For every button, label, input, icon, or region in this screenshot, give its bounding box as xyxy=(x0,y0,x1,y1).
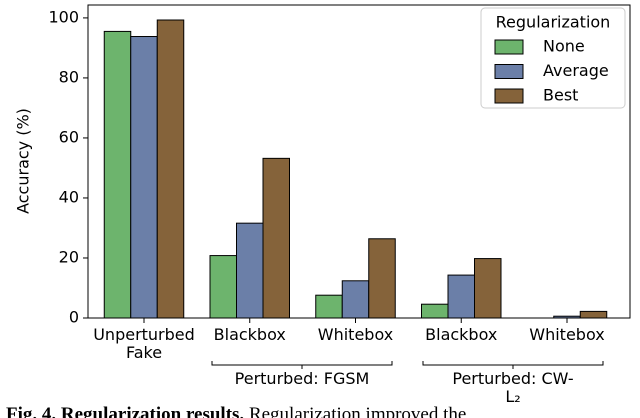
bar xyxy=(474,258,502,319)
caption-text: Regularization improved the xyxy=(248,404,467,418)
x-tick-label: Whitebox xyxy=(317,325,394,344)
legend-label: Best xyxy=(543,86,578,105)
x-tick-label: Blackbox xyxy=(213,325,286,344)
x-tick-label: Unperturbed Fake xyxy=(93,325,195,362)
group-label: Perturbed: CW-L₂ xyxy=(452,369,574,406)
y-tick-label: 0 xyxy=(69,308,79,327)
y-tick-label: 100 xyxy=(48,7,79,26)
bar xyxy=(209,255,237,319)
legend-title: Regularization xyxy=(496,13,611,32)
y-axis-label: Accuracy (%) xyxy=(14,108,33,214)
x-tick-label: Blackbox xyxy=(425,325,498,344)
legend-label: None xyxy=(543,37,585,56)
bar xyxy=(103,30,132,319)
legend-swatch xyxy=(494,88,524,104)
bar xyxy=(579,310,608,319)
bar xyxy=(341,280,370,319)
y-tick-label: 40 xyxy=(59,187,79,206)
y-tick-label: 20 xyxy=(59,247,79,266)
group-bracket xyxy=(211,361,393,369)
bar xyxy=(421,303,449,319)
caption: Fig. 4. Regularization results. Regulari… xyxy=(6,404,466,418)
bar xyxy=(236,222,264,319)
x-tick-label: Whitebox xyxy=(529,325,605,344)
plot-frame xyxy=(87,4,631,319)
legend-label: Average xyxy=(543,61,609,80)
bar xyxy=(130,36,158,319)
legend-swatch xyxy=(494,39,524,55)
legend-swatch xyxy=(494,64,524,79)
group-bracket xyxy=(422,361,604,369)
bar xyxy=(368,238,396,319)
bar xyxy=(156,19,185,319)
group-label: Perturbed: FGSM xyxy=(234,369,370,388)
bar xyxy=(262,157,290,319)
caption-label: Fig. 4. Regularization results. xyxy=(6,404,245,418)
bar xyxy=(447,274,475,319)
y-tick-label: 60 xyxy=(59,127,79,146)
legend-box xyxy=(480,7,626,109)
bar xyxy=(315,294,343,319)
y-tick-label: 80 xyxy=(59,67,79,86)
